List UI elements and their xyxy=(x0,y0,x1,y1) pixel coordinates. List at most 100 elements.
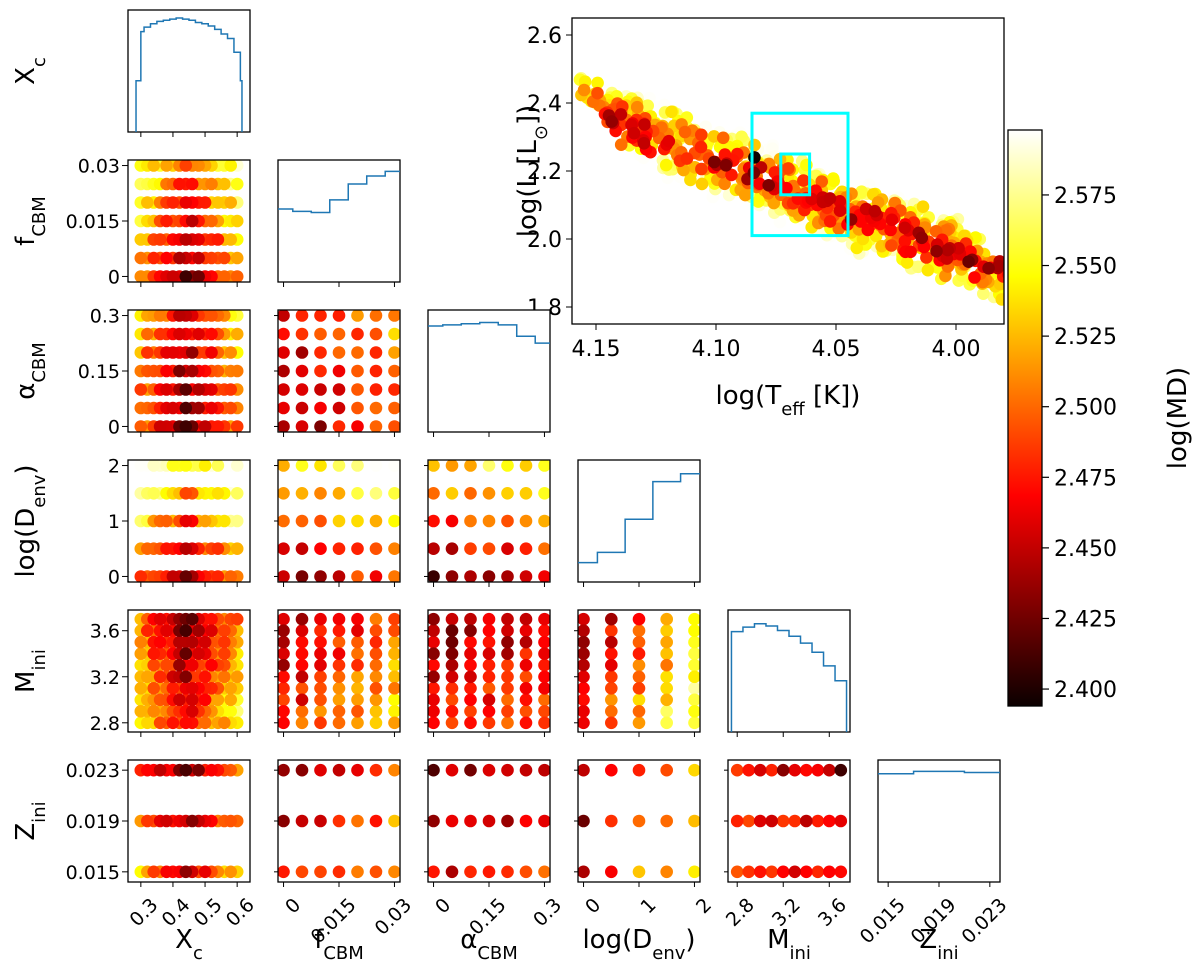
scatter-point xyxy=(464,865,477,879)
scatter-point xyxy=(153,716,167,730)
scatter-point xyxy=(660,865,673,879)
y-tick-label: 0.03 xyxy=(78,156,120,178)
scatter-point xyxy=(351,487,364,500)
scatter-point xyxy=(173,177,186,191)
scatter-point xyxy=(388,716,400,730)
scatter-point xyxy=(464,514,477,528)
scatter-point xyxy=(632,612,646,626)
scatter-panel-alphaCBM-logDenv xyxy=(424,459,551,587)
histogram-panel-Xc xyxy=(127,9,251,137)
histogram-panel-fCBM xyxy=(277,159,401,287)
scatter-point xyxy=(211,693,225,707)
scatter-point xyxy=(688,658,700,672)
x-tick-label: 0 xyxy=(431,894,455,918)
y-axis-label-alphaCBM-sub: CBM xyxy=(29,342,50,382)
scatter-point xyxy=(314,364,327,378)
scatter-point xyxy=(369,865,383,879)
scatter-point xyxy=(578,763,590,777)
y-axis-label-alphaCBM-base: α xyxy=(11,383,41,400)
hr-scatter-point xyxy=(900,256,914,269)
scatter-point xyxy=(314,570,327,582)
scatter-point xyxy=(519,570,533,582)
y-axis-label-Xc-base: X xyxy=(11,67,41,85)
scatter-point xyxy=(278,310,290,322)
scatter-point xyxy=(428,865,440,879)
hr-scatter-point xyxy=(739,188,752,202)
hr-y-tick-label: 2.2 xyxy=(527,160,562,185)
y-axis-label-Xc-sub: c xyxy=(29,57,50,67)
y-tick-label: 0.015 xyxy=(66,211,120,233)
y-axis-label-logDenv-sub: env xyxy=(29,474,50,507)
hr-scatter-point xyxy=(614,138,628,151)
scatter-point xyxy=(538,682,550,695)
scatter-point xyxy=(173,364,186,378)
scatter-point xyxy=(776,814,790,828)
scatter-point xyxy=(230,487,244,500)
scatter-point xyxy=(351,647,364,660)
scatter-point xyxy=(295,327,309,341)
scatter-point xyxy=(295,570,309,582)
scatter-point xyxy=(464,682,477,695)
scatter-point xyxy=(295,612,309,626)
y-axis-label-Mini-sub: ini xyxy=(29,649,50,670)
scatter-point xyxy=(351,364,364,378)
hr-y-axis-label-sub: ⊙ xyxy=(531,125,552,140)
hr-scatter-point xyxy=(659,158,673,172)
scatter-point xyxy=(519,682,533,695)
scatter-point xyxy=(538,624,550,637)
scatter-point xyxy=(351,635,364,649)
y-axis-label-Mini: Mini xyxy=(11,649,50,693)
y-tick-label: 0 xyxy=(108,266,120,288)
scatter-point xyxy=(482,514,496,528)
scatter-point xyxy=(314,814,327,828)
hr-scatter-point xyxy=(898,234,912,248)
scatter-point xyxy=(605,658,618,672)
scatter-point xyxy=(351,420,364,432)
x-axis-label-Xc: Xc xyxy=(175,925,203,960)
scatter-point xyxy=(332,346,346,359)
scatter-point xyxy=(388,570,400,582)
scatter-point xyxy=(295,310,309,322)
scatter-point xyxy=(578,682,590,695)
scatter-point xyxy=(192,383,205,396)
scatter-point xyxy=(224,383,237,396)
y-tick-label: 0 xyxy=(108,416,120,438)
scatter-point xyxy=(198,635,212,649)
scatter-point xyxy=(519,693,533,707)
scatter-point xyxy=(230,251,244,265)
scatter-point xyxy=(688,624,700,637)
scatter-point xyxy=(314,635,327,649)
scatter-point xyxy=(332,658,346,672)
scatter-point xyxy=(211,542,225,555)
scatter-point xyxy=(205,346,218,359)
scatter-point xyxy=(605,693,618,707)
scatter-point xyxy=(218,624,231,637)
scatter-point xyxy=(519,624,533,637)
scatter-point xyxy=(823,814,836,828)
scatter-point xyxy=(218,670,231,684)
scatter-point xyxy=(369,327,383,341)
y-tick-label: 0.023 xyxy=(66,760,120,782)
scatter-point xyxy=(632,682,646,695)
histogram-frame xyxy=(427,309,551,433)
scatter-point xyxy=(482,670,496,684)
scatter-point xyxy=(688,682,700,695)
colorbar-tick-label: 2.450 xyxy=(1054,537,1117,562)
scatter-point xyxy=(295,514,309,528)
hr-x-tick-label: 4.10 xyxy=(692,337,741,362)
scatter-point xyxy=(688,635,700,649)
scatter-panel-Xc-logDenv: 0 1 2 xyxy=(108,456,251,588)
hr-y-tick-label: 2.4 xyxy=(527,92,562,117)
x-tick-label: 2 xyxy=(692,894,716,918)
hr-y-axis-label-suffix: ]) xyxy=(513,105,543,125)
scatter-point xyxy=(278,763,290,777)
scatter-point xyxy=(332,460,346,472)
scatter-panel-fCBM-Mini xyxy=(274,609,401,737)
scatter-point xyxy=(351,514,364,528)
scatter-point xyxy=(351,570,364,582)
scatter-point xyxy=(224,814,237,828)
scatter-point xyxy=(464,542,477,555)
scatter-point xyxy=(388,310,400,322)
scatter-point xyxy=(445,612,459,626)
scatter-point xyxy=(482,682,496,695)
